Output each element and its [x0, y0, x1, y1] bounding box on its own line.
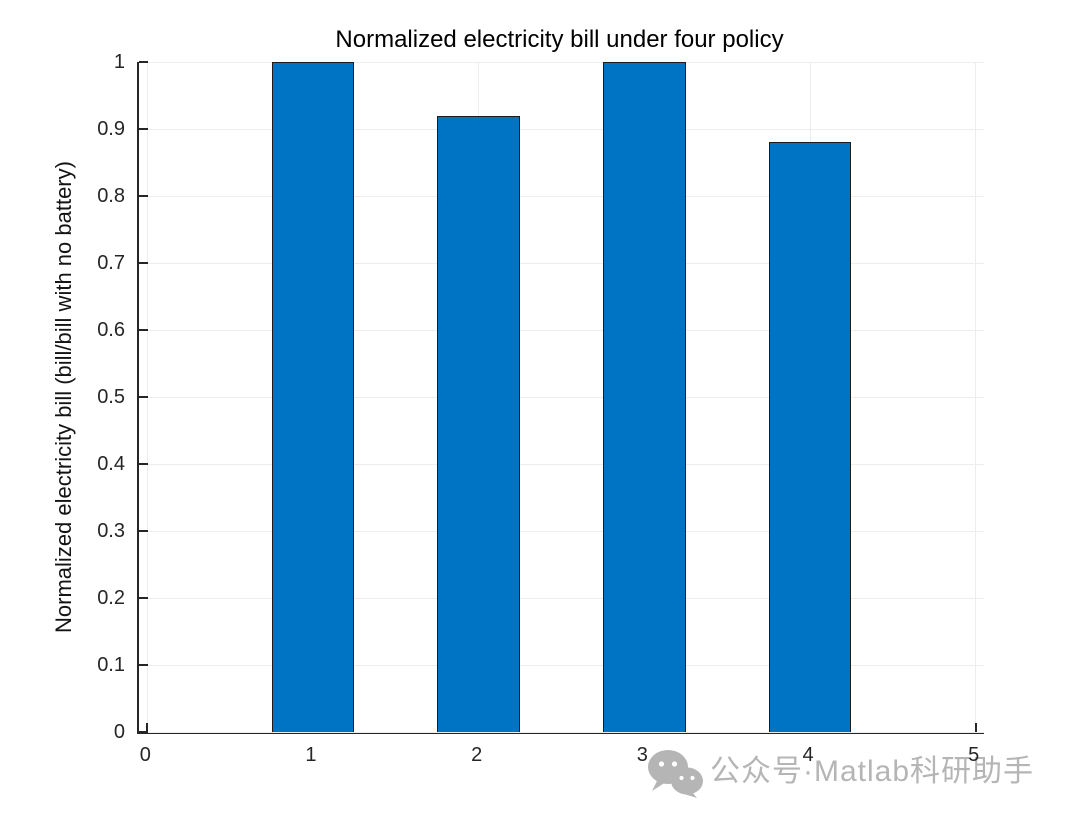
y-gridline — [139, 396, 984, 398]
y-tick-label: 0.1 — [97, 654, 125, 676]
chart-title: Normalized electricity bill under four p… — [335, 26, 784, 53]
y-axis-tick — [139, 664, 148, 666]
y-axis-tick — [139, 463, 148, 465]
y-gridline — [139, 731, 984, 733]
y-axis-tick — [139, 396, 148, 398]
x-axis-tick — [146, 723, 149, 732]
y-gridline — [139, 262, 984, 264]
x-tick-label: 5 — [968, 744, 980, 766]
y-tick-label: 0.3 — [97, 520, 125, 542]
y-gridline — [139, 463, 984, 465]
watermark: 公众号·Matlab科研助手 — [646, 748, 1034, 798]
y-gridline — [139, 195, 984, 197]
y-tick-label: 0.6 — [97, 319, 125, 341]
x-tick-label: 0 — [139, 744, 151, 766]
x-tick-label: 2 — [471, 744, 483, 766]
y-axis-tick — [139, 530, 148, 532]
y-tick-label: 0.7 — [97, 252, 125, 274]
x-axis-tick — [974, 723, 977, 732]
y-tick-label: 0.4 — [97, 453, 125, 475]
x-gridline — [975, 62, 977, 732]
y-axis-tick — [139, 329, 148, 331]
y-axis-tick — [139, 128, 148, 130]
y-gridline — [139, 530, 984, 532]
watermark-text: 公众号·Matlab科研助手 — [710, 755, 1035, 788]
x-tick-label: 3 — [636, 744, 648, 766]
y-tick-label: 0.2 — [97, 587, 125, 609]
y-axis-tick — [139, 61, 148, 63]
bar — [602, 62, 686, 732]
y-tick-label: 1 — [113, 51, 125, 73]
x-tick-label: 1 — [305, 744, 317, 766]
y-tick-label: 0.5 — [97, 386, 125, 408]
y-gridline — [139, 329, 984, 331]
y-tick-label: 0 — [113, 721, 125, 743]
bar — [768, 142, 852, 732]
y-gridline — [139, 61, 984, 63]
y-gridline — [139, 128, 984, 130]
y-gridline — [139, 597, 984, 599]
y-tick-label: 0.9 — [97, 118, 125, 140]
y-axis-tick — [139, 731, 148, 733]
wechat-icon — [648, 750, 703, 798]
bar — [271, 62, 355, 732]
x-tick-label: 4 — [802, 744, 814, 766]
y-tick-label: 0.8 — [97, 185, 125, 207]
y-gridline — [139, 664, 984, 666]
plot-area — [137, 61, 984, 734]
bar — [437, 115, 521, 732]
y-axis-tick — [139, 597, 148, 599]
y-axis-tick — [139, 262, 148, 264]
y-axis-tick — [139, 195, 148, 197]
